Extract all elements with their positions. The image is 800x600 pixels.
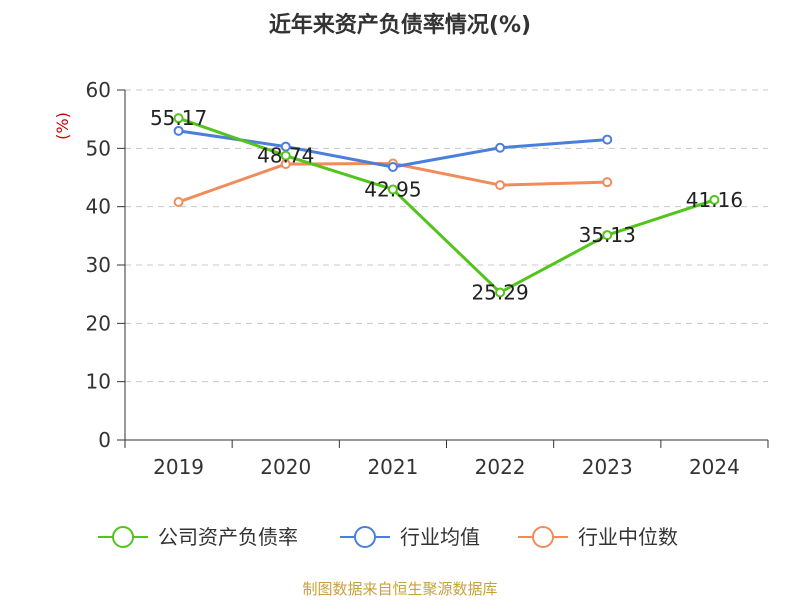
data-point: [602, 134, 613, 145]
source-note: 制图数据来自恒生聚源数据库: [302, 580, 497, 598]
chart-title: 近年来资产负债率情况(%): [269, 12, 531, 38]
legend: 公司资产负债率 行业均值 行业中位数: [98, 525, 678, 549]
data-label: 35.13: [579, 223, 636, 247]
x-tick-label: 2023: [582, 455, 633, 479]
data-point: [495, 287, 506, 298]
data-point: [495, 180, 506, 191]
data-label: 55.17: [150, 106, 207, 130]
y-tick-label: 20: [86, 311, 111, 335]
data-labels: 55.17 48.74 42.95 25.29 35.13 41.16: [150, 106, 743, 304]
y-tick-label: 0: [98, 428, 111, 452]
legend-label: 行业均值: [400, 525, 480, 549]
data-point: [387, 162, 398, 172]
y-tick-label: 30: [86, 253, 111, 277]
x-tick-label: 2020: [260, 455, 311, 479]
y-tick-label: 40: [86, 195, 111, 219]
series-layer: [173, 113, 720, 298]
axes: 0 10 20 30 40 50 60 2019 2020 2021 2022 2023 2024: [86, 78, 769, 479]
data-point: [173, 113, 184, 124]
data-point: [280, 150, 291, 161]
x-tick-label: 2021: [367, 455, 418, 479]
data-label: 25.29: [471, 280, 528, 304]
data-point: [495, 142, 506, 153]
data-point: [173, 197, 184, 207]
data-point: [709, 194, 720, 205]
x-tick-label: 2022: [475, 455, 526, 479]
data-point: [602, 230, 613, 241]
legend-label: 公司资产负债率: [158, 525, 298, 549]
y-tick-label: 50: [86, 136, 111, 160]
y-tick-label: 10: [86, 370, 111, 394]
data-point: [387, 184, 398, 195]
series-line-1: [178, 116, 715, 294]
y-tick-label: 60: [86, 78, 111, 102]
data-point: [602, 177, 613, 188]
legend-label: 行业中位数: [578, 525, 678, 549]
data-point: [173, 125, 184, 136]
data-label: 41.16: [686, 188, 743, 212]
x-tick-label: 2024: [689, 455, 740, 479]
data-label: 42.95: [364, 177, 421, 201]
legend-marker: [112, 526, 134, 548]
legend-marker: [354, 526, 376, 548]
y-unit-label: (%): [53, 112, 72, 140]
legend-marker: [532, 526, 554, 548]
x-tick-label: 2019: [153, 455, 204, 479]
data-label: 48.74: [257, 144, 314, 168]
gridlines: [125, 89, 768, 383]
data-point: [280, 141, 291, 152]
